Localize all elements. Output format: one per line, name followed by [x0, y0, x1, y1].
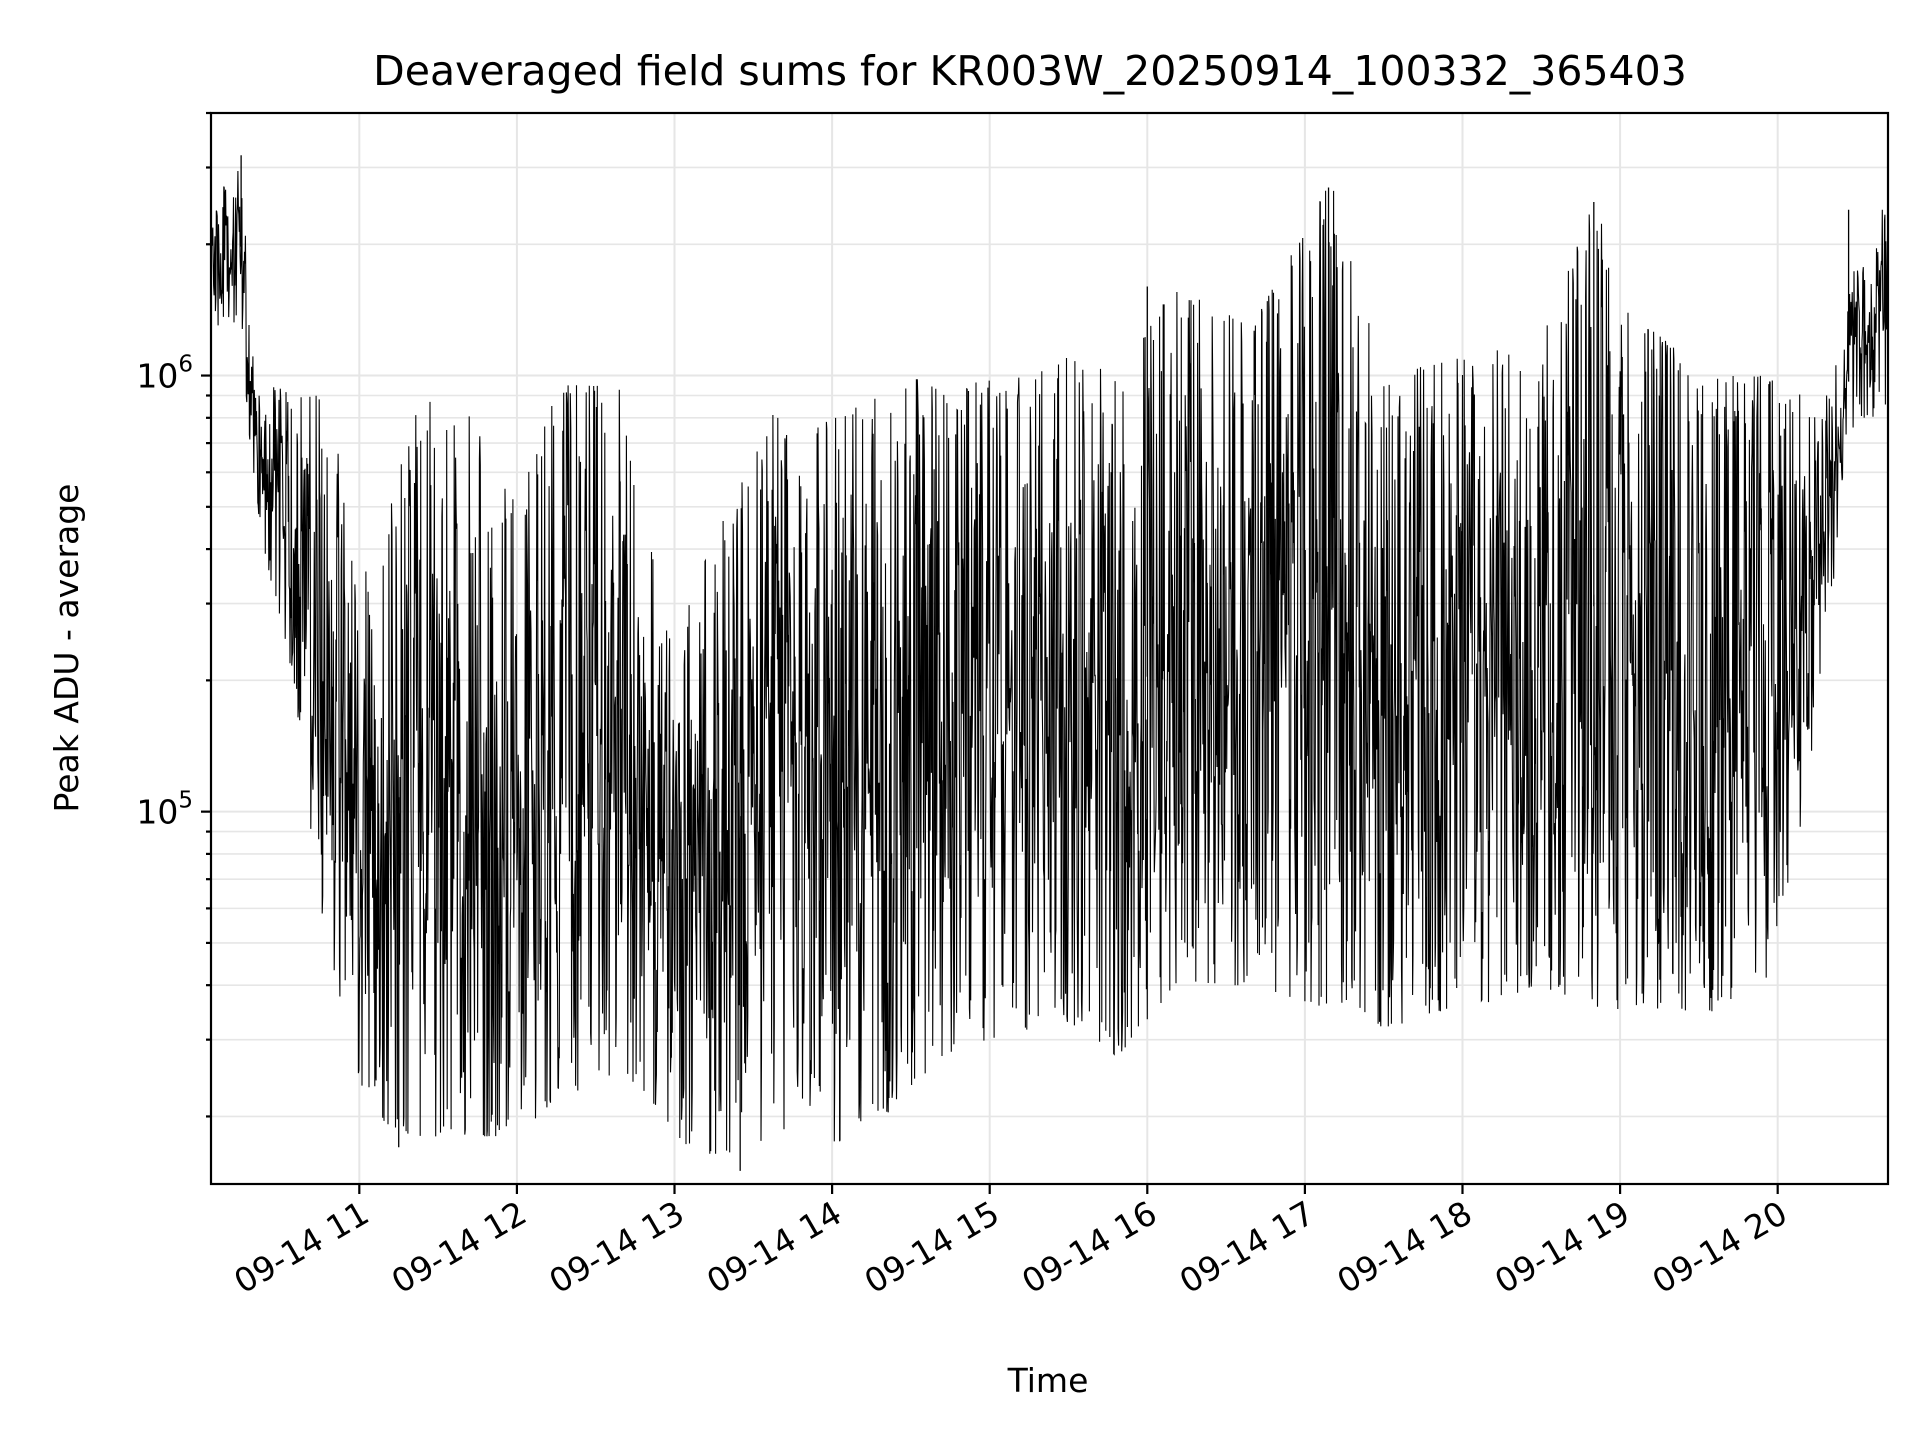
series-group: [210, 155, 1889, 1171]
chart-title: Deaveraged field sums for KR003W_2025091…: [373, 47, 1687, 95]
plot-frame: [209, 111, 1890, 1186]
y-axis: 105 106: [136, 111, 211, 1118]
x-tick-label-6: 09-14 17: [1173, 1193, 1321, 1301]
x-tick-label-1: 09-14 12: [385, 1193, 533, 1301]
x-axis-label: Time: [1007, 1361, 1089, 1400]
y-axis-label: Peak ADU - average: [47, 484, 86, 813]
y-tick-label-1: 106: [136, 352, 193, 396]
x-tick-label-7: 09-14 18: [1330, 1193, 1478, 1301]
x-tick-label-0: 09-14 11: [227, 1193, 375, 1301]
series-line: [210, 170, 1889, 1154]
x-tick-label-5: 09-14 16: [1015, 1193, 1163, 1301]
x-tick-label-3: 09-14 14: [700, 1193, 848, 1301]
x-tick-label-9: 09-14 20: [1646, 1193, 1794, 1301]
x-tick-label-8: 09-14 19: [1488, 1193, 1636, 1301]
x-axis: 09-14 11 09-14 12 09-14 13 09-14 14 09-14 15…: [227, 1184, 1794, 1301]
y-tick-label-0: 105: [136, 788, 193, 832]
x-tick-label-4: 09-14 15: [858, 1193, 1006, 1301]
x-tick-label-2: 09-14 13: [543, 1193, 691, 1301]
